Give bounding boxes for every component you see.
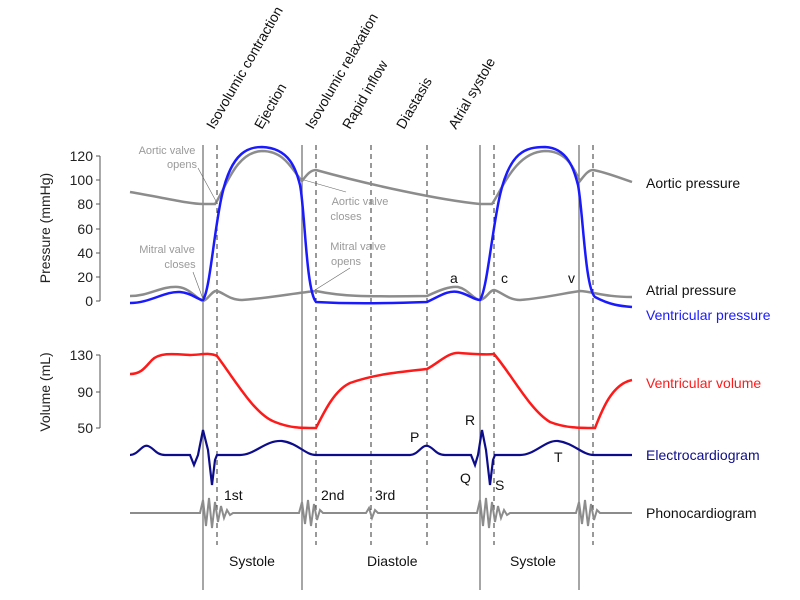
wave-label-T: T [554,449,563,465]
wave-label-S: S [495,477,504,493]
label-ventricular-pressure: Ventricular pressure [646,307,771,323]
annotation-aortic-valve-closes: Aortic valve closes [330,196,388,223]
phonocardiogram-curve [130,497,632,529]
cycle-label-systole: Systole [229,553,275,569]
aortic-pressure-curve [129,149,633,206]
label-electrocardiogram: Electrocardiogram [646,447,760,463]
label-aortic-pressure: Aortic pressure [646,175,740,191]
label-phonocardiogram: Phonocardiogram [646,505,757,521]
label-atrial-pressure: Atrial pressure [646,282,736,298]
tick-label: 90 [77,384,93,400]
phase-label: Atrial systole [445,55,499,132]
cycle-label-diastole: Diastole [367,553,418,569]
heart-sound-3rd: 3rd [375,487,395,503]
wave-label-c: c [501,270,508,286]
tick-label: 40 [77,245,93,261]
tick-label: 20 [77,269,93,285]
pressure-ticks: 120 100 80 60 40 20 0 [70,148,94,309]
pressure-axis [96,155,101,302]
annotation-mitral-valve-opens: Mitral valve opens [330,241,386,268]
tick-label: 120 [70,148,94,164]
tick-label: 100 [70,172,94,188]
phase-labels: Isovolumic contraction Ejection Isovolum… [203,4,499,132]
phase-label: Ejection [251,80,290,131]
wave-label-Q: Q [460,470,471,486]
heart-sound-2nd: 2nd [321,487,344,503]
wave-label-a: a [450,270,458,286]
volume-axis [96,354,101,429]
tick-label: 50 [77,420,93,436]
ventricular-pressure-curve [129,145,633,309]
tick-label: 130 [70,347,94,363]
tick-label: 60 [77,221,93,237]
heart-sound-1st: 1st [224,487,243,503]
phase-label: Diastasis [393,74,435,131]
annotation-mitral-valve-closes: Mitral valve closes [139,244,196,271]
annotation-aortic-valve-opens: Aortic valve opens [139,145,198,171]
phase-dividers [202,145,594,590]
ventricular-volume-curve [129,351,633,430]
tick-label: 80 [77,196,93,212]
wave-label-v: v [568,270,575,286]
wave-label-P: P [410,429,419,445]
wave-label-R: R [465,412,475,428]
label-ventricular-volume: Ventricular volume [646,375,761,391]
cycle-label-systole: Systole [510,553,556,569]
ecg-curve [129,429,632,486]
tick-label: 0 [85,293,93,309]
pressure-axis-label: Pressure (mmHg) [37,173,53,283]
volume-axis-label: Volume (mL) [37,352,53,431]
annotation-leaders [192,167,351,300]
